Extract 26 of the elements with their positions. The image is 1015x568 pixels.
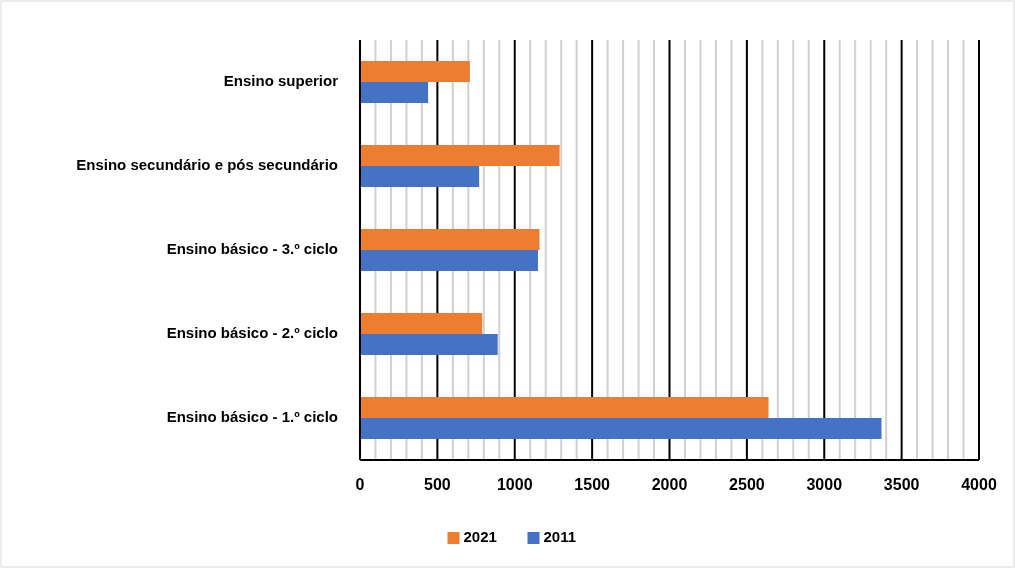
x-tick-label: 3500 [883,476,920,493]
y-tick-label: Ensino básico - 2.º ciclo [166,323,338,341]
legend-label: 2011 [543,527,577,545]
bar [360,250,538,271]
bar [360,82,429,103]
x-tick-label: 3000 [806,476,843,493]
y-tick-label: Ensino básico - 3.º ciclo [166,239,338,257]
y-tick-label: Ensino secundário e pós secundário [76,155,338,173]
x-tick-label: 500 [424,476,451,493]
y-tick-label: Ensino básico - 1.º ciclo [166,407,338,425]
bar [360,145,560,166]
x-tick-label: 1500 [574,476,611,493]
x-tick-label: 0 [355,476,365,493]
y-tick-label: Ensino superior [223,71,339,89]
bar [360,313,483,334]
bar [360,229,540,250]
bar [360,418,882,439]
bar [360,166,480,187]
bar [360,61,470,82]
legend-label: 2021 [463,527,497,545]
bar [360,397,769,418]
x-tick-label: 2000 [651,476,688,493]
bar [360,334,498,355]
x-tick-label: 1000 [496,476,533,493]
x-tick-label: 2500 [729,476,765,493]
x-tick-label: 4000 [961,476,997,493]
